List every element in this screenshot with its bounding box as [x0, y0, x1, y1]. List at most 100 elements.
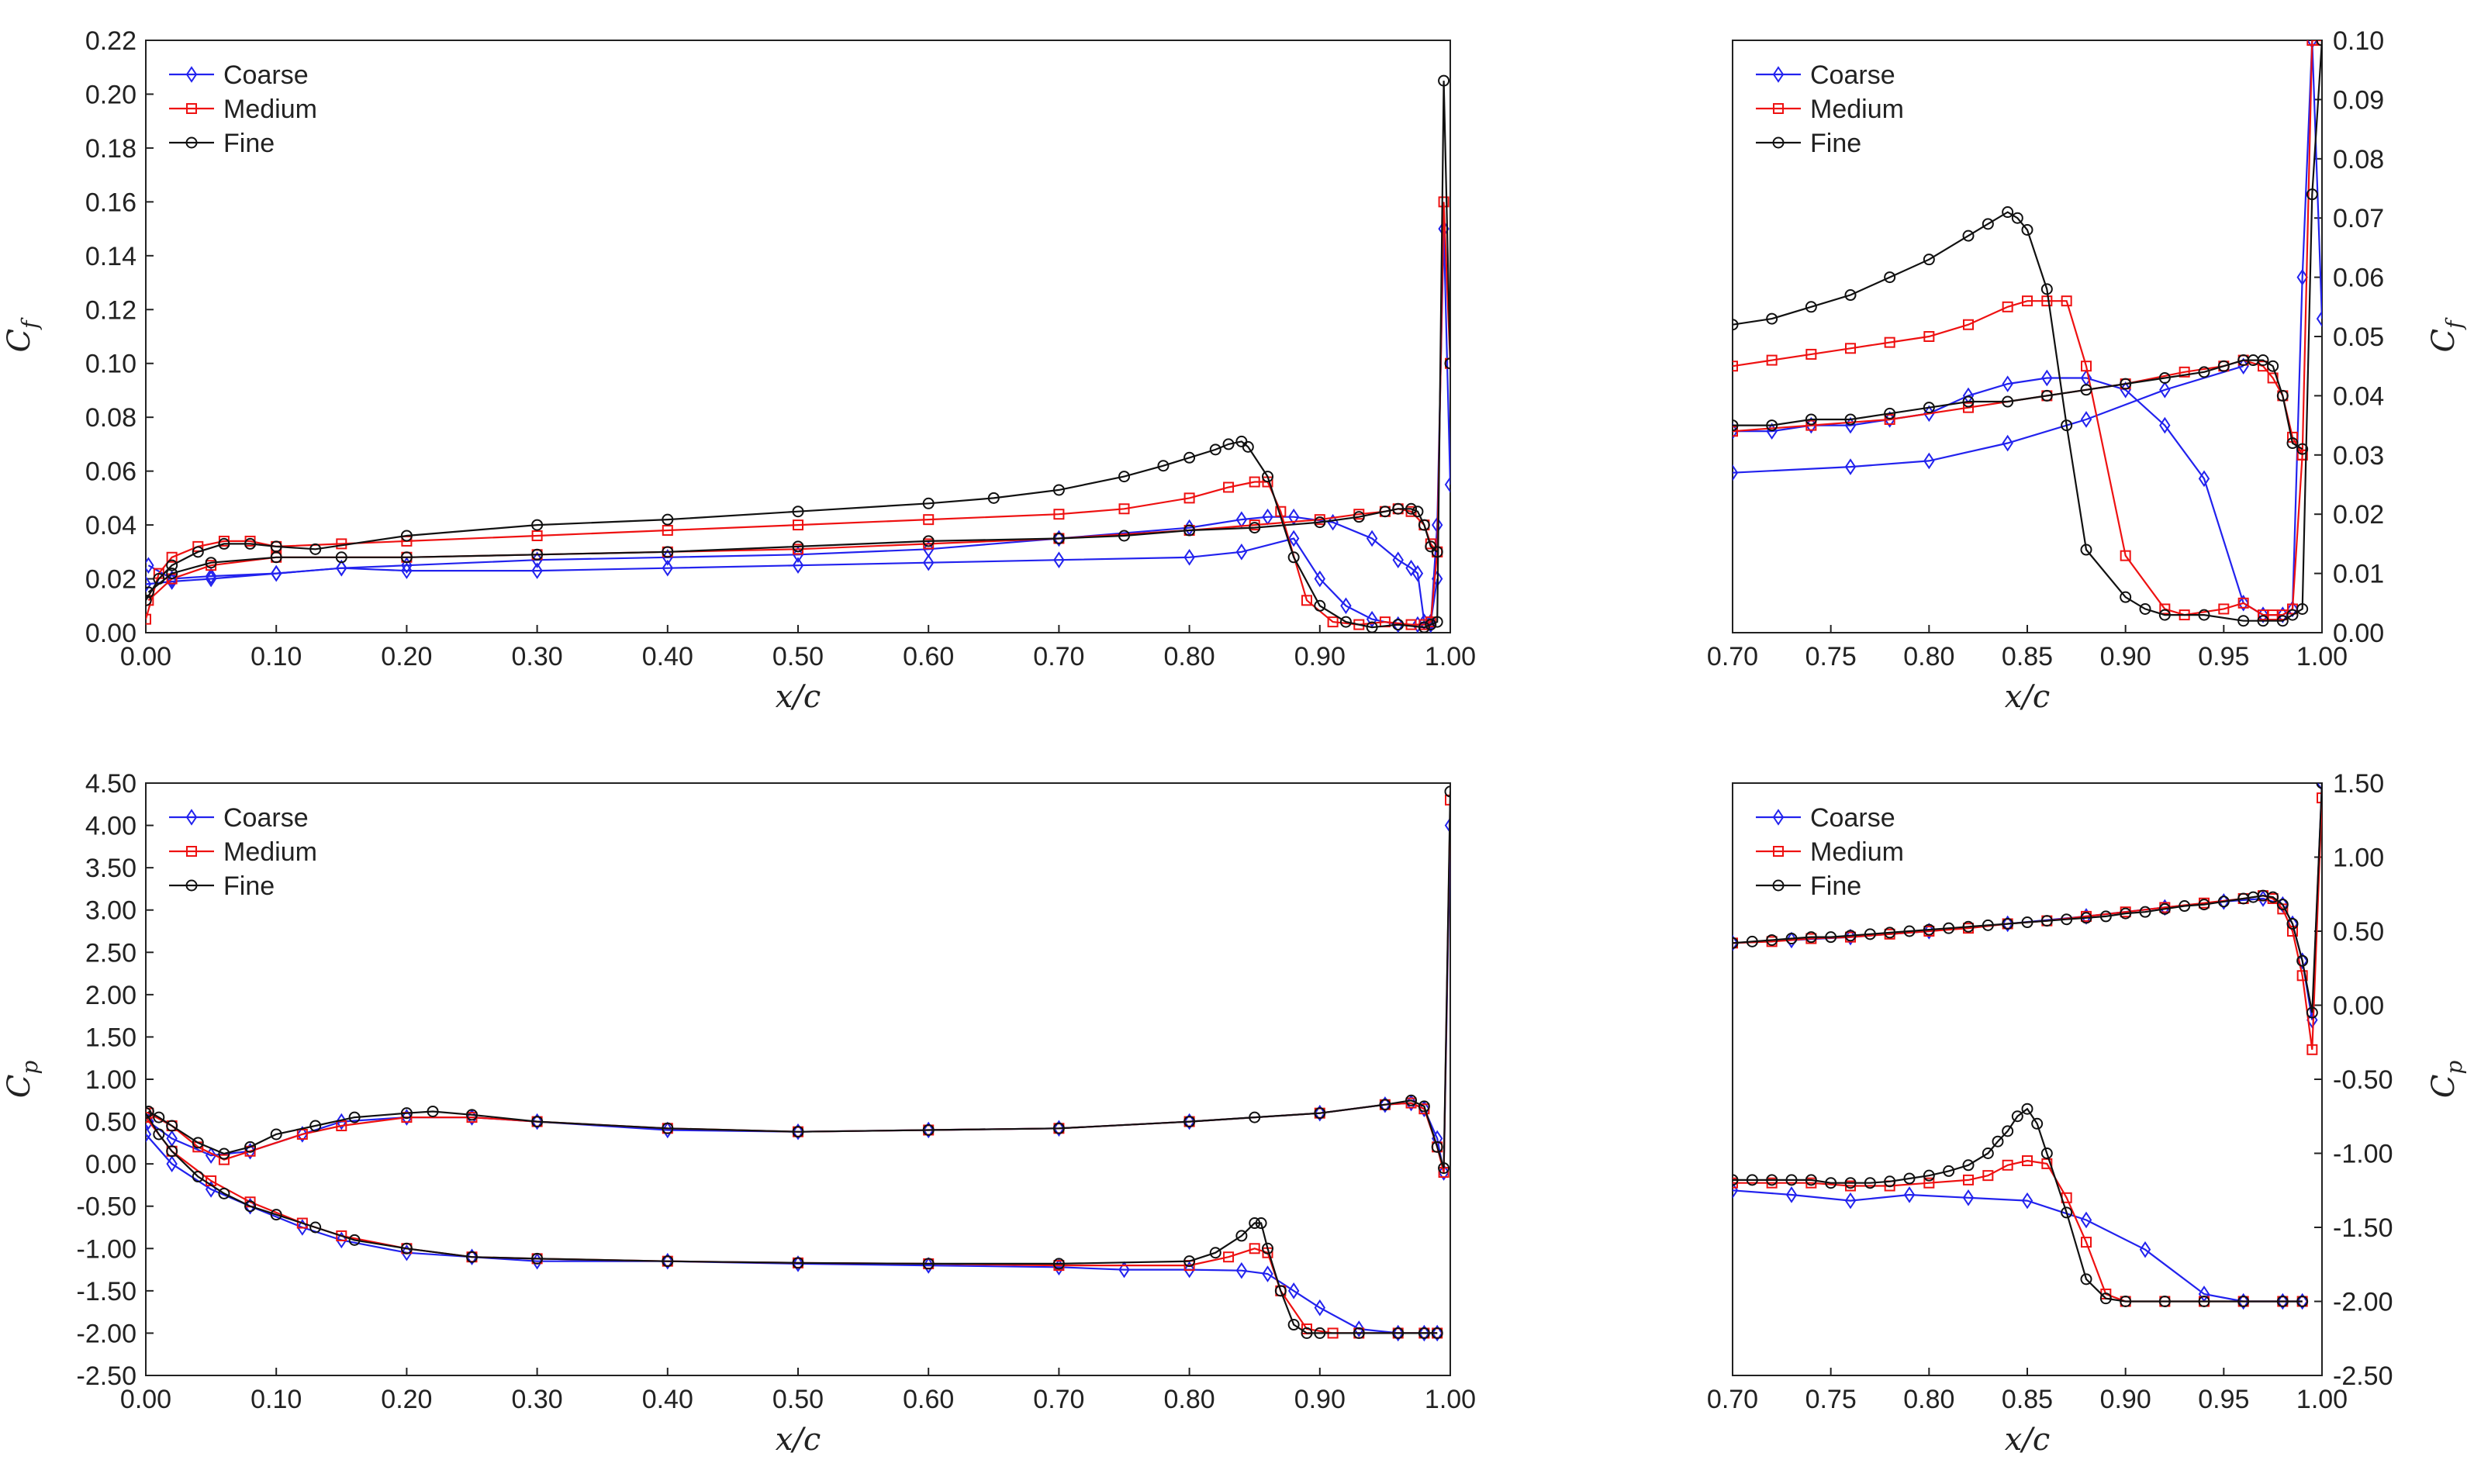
data-point-fine — [2040, 915, 2053, 927]
legend: Coarse Medium Fine — [169, 60, 317, 158]
data-point-fine — [2198, 1296, 2210, 1307]
data-point-medium — [146, 613, 151, 625]
data-point-coarse — [1923, 452, 1935, 470]
data-point-fine — [1923, 923, 1935, 936]
x-tick-label: 0.10 — [251, 642, 302, 671]
x-tick-label: 0.85 — [2002, 642, 2053, 671]
y-tick-label: 0.50 — [2333, 917, 2384, 947]
data-point-fine — [792, 540, 804, 553]
data-point-fine — [1884, 927, 1896, 939]
data-point-medium — [1118, 503, 1130, 515]
data-point-fine — [1746, 1174, 1758, 1186]
data-point-fine — [192, 1171, 204, 1183]
data-point-fine — [2061, 1206, 2073, 1219]
x-tick-label: 0.00 — [120, 642, 171, 671]
x-tick-label: 0.80 — [1903, 642, 1954, 671]
data-point-fine — [1249, 522, 1261, 534]
data-point-fine — [1825, 931, 1837, 944]
data-point-coarse — [2316, 310, 2322, 327]
data-point-fine — [1943, 922, 1955, 934]
data-point-fine — [1353, 1327, 1365, 1339]
data-point-medium — [1733, 361, 1738, 372]
data-point-coarse — [531, 1113, 543, 1130]
y-tick-label: -0.50 — [77, 1192, 137, 1222]
data-point-coarse — [166, 1130, 178, 1148]
data-point-coarse — [1444, 816, 1450, 834]
data-point-coarse — [146, 557, 154, 574]
series-line-fine — [146, 1113, 1438, 1334]
data-point-fine — [309, 543, 322, 555]
data-point-coarse — [2277, 1292, 2289, 1310]
data-point-coarse — [401, 1244, 413, 1261]
data-point-fine — [1766, 934, 1778, 946]
x-tick-label: 1.00 — [2296, 1385, 2348, 1414]
x-tick-label: 0.60 — [903, 642, 954, 671]
data-point-medium — [1963, 402, 1974, 413]
data-point-coarse — [2237, 1292, 2249, 1310]
data-point-fine — [146, 1105, 154, 1117]
data-point-fine — [1785, 1174, 1798, 1186]
legend-marker-medium — [186, 103, 197, 114]
data-point-fine — [270, 551, 282, 564]
y-tick-label: 1.50 — [85, 1023, 136, 1052]
data-point-medium — [1353, 619, 1365, 630]
data-point-coarse — [1418, 1324, 1430, 1342]
data-point-coarse — [1235, 511, 1248, 528]
data-point-fine — [2316, 783, 2322, 789]
series-group — [1733, 783, 2322, 1310]
x-tick-label: 0.70 — [1707, 642, 1758, 671]
data-point-fine — [1785, 933, 1798, 945]
x-tick-label: 0.95 — [2198, 642, 2249, 671]
data-point-fine — [2198, 609, 2210, 621]
x-tick-label: 1.00 — [1425, 1385, 1476, 1414]
data-point-coarse — [2237, 594, 2249, 612]
y-tick-label: 0.02 — [85, 565, 136, 595]
data-point-coarse — [1903, 1186, 1916, 1203]
cf-full-panel: 0.00 0.10 0.20 0.30 0.40 0.50 0.60 0.70 0.80 0.90… — [2, 26, 1476, 715]
data-point-medium — [1223, 481, 1235, 493]
data-point-fine — [2040, 389, 2053, 402]
data-point-medium — [2296, 970, 2308, 982]
data-point-fine — [1418, 1327, 1430, 1339]
data-point-fine — [2316, 40, 2322, 47]
data-point-fine — [400, 1242, 413, 1254]
data-point-fine — [1431, 1327, 1443, 1339]
data-point-medium — [2218, 603, 2230, 615]
series-group — [146, 785, 1450, 1342]
data-point-coarse — [531, 562, 543, 579]
data-point-fine — [1766, 1174, 1778, 1186]
data-point-coarse — [2080, 411, 2092, 428]
data-point-fine — [2217, 360, 2230, 372]
data-point-fine — [2158, 902, 2171, 915]
data-point-fine — [400, 1107, 413, 1120]
series-group — [146, 74, 1450, 633]
legend-marker-medium — [1773, 103, 1784, 114]
data-point-coarse — [1287, 1282, 1300, 1299]
series-line-coarse — [1733, 40, 2322, 616]
data-point-fine — [2158, 609, 2171, 621]
y-tick-label: 0.08 — [2333, 145, 2384, 174]
data-point-fine — [1805, 301, 1817, 313]
x-tick-label: 0.40 — [642, 1385, 693, 1414]
data-point-coarse — [1411, 616, 1424, 633]
data-point-medium — [2179, 366, 2190, 378]
data-point-fine — [922, 1258, 935, 1270]
data-point-fine — [2099, 910, 2112, 923]
data-point-fine — [146, 594, 152, 606]
data-point-medium — [2120, 550, 2131, 561]
y-tick-label: 0.14 — [85, 242, 136, 271]
series-group — [1733, 40, 2322, 627]
data-point-fine — [348, 1234, 361, 1246]
data-point-fine — [2021, 223, 2033, 236]
data-point-coarse — [270, 564, 282, 582]
data-point-coarse — [792, 1123, 804, 1141]
data-point-fine — [1864, 1177, 1876, 1189]
data-point-fine — [1444, 357, 1450, 370]
data-point-fine — [2080, 1273, 2092, 1286]
data-point-medium — [1805, 348, 1817, 360]
data-point-fine — [1392, 619, 1405, 631]
x-tick-label: 0.75 — [1805, 1385, 1857, 1414]
y-tick-label: 0.50 — [85, 1108, 136, 1137]
data-point-fine — [1844, 930, 1857, 942]
x-tick-label: 0.20 — [381, 1385, 432, 1414]
